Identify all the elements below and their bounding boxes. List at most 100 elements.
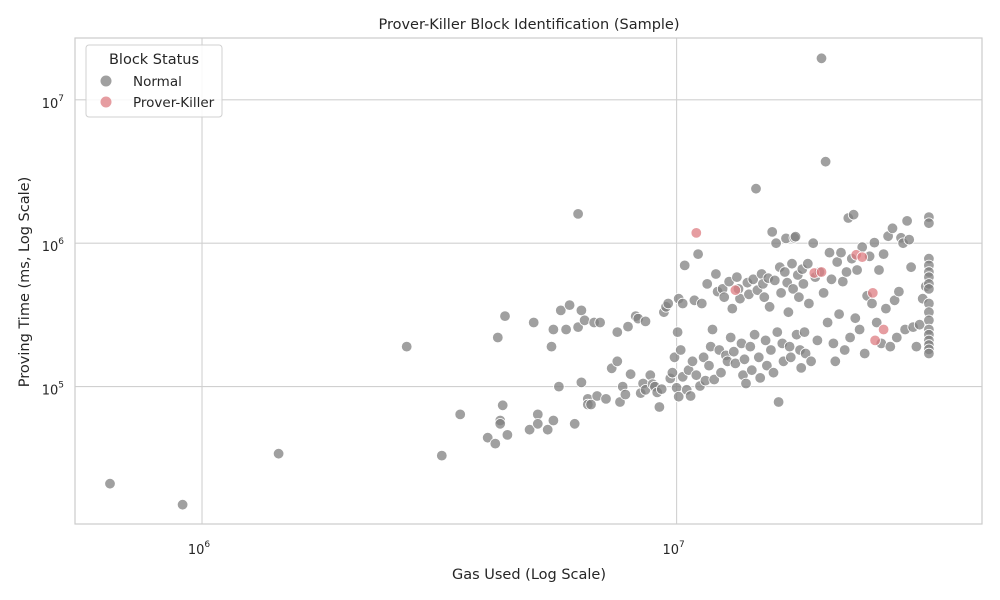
- data-point: [622, 320, 634, 333]
- data-point: [839, 344, 851, 356]
- data-point: [873, 264, 885, 276]
- chart-title: Prover-Killer Block Identification (Samp…: [378, 17, 679, 33]
- data-point: [884, 340, 897, 353]
- data-point: [686, 355, 699, 368]
- y-axis-label: Proving Time (ms, Log Scale): [17, 177, 33, 387]
- data-point: [696, 297, 708, 310]
- data-point: [803, 297, 815, 310]
- data-point: [726, 302, 739, 315]
- legend-label-prover-killer: Prover-Killer: [133, 95, 215, 111]
- data-point: [690, 369, 703, 381]
- legend: Block Status Normal Prover-Killer: [85, 44, 223, 118]
- data-point: [785, 351, 797, 364]
- data-point: [893, 285, 905, 298]
- data-point: [692, 248, 704, 260]
- data-point: [489, 437, 502, 450]
- plot-frame: [74, 37, 983, 525]
- data-point: [611, 355, 624, 368]
- data-point: [666, 367, 679, 379]
- data-point: [823, 246, 836, 259]
- legend-label-normal: Normal: [133, 74, 182, 90]
- data-point: [797, 278, 810, 290]
- data-point: [825, 273, 838, 286]
- data-point: [492, 331, 504, 344]
- data-point: [656, 383, 668, 395]
- data-point: [802, 258, 814, 270]
- data-point: [913, 319, 926, 331]
- data-point: [401, 340, 413, 353]
- data-point: [715, 367, 727, 379]
- data-point: [835, 246, 847, 259]
- data-point: [905, 261, 917, 273]
- data-point: [272, 448, 285, 460]
- legend-title: Block Status: [109, 52, 199, 68]
- data-point: [775, 287, 787, 299]
- data-point: [877, 248, 890, 260]
- data-point: [829, 355, 842, 368]
- data-point: [758, 291, 771, 303]
- data-point: [923, 217, 935, 229]
- data-point: [886, 222, 899, 235]
- data-point: [815, 266, 828, 278]
- data-point: [786, 258, 798, 270]
- data-point: [769, 274, 781, 287]
- data-point: [675, 344, 687, 356]
- data-point: [706, 323, 719, 336]
- data-point: [679, 259, 691, 272]
- data-point: [585, 398, 597, 411]
- grid-lines: [75, 38, 982, 524]
- data-point: [849, 312, 862, 324]
- tick-labels: 106 107 105 106 107: [42, 94, 685, 558]
- data-point: [798, 326, 811, 338]
- data-point: [523, 424, 536, 436]
- data-point: [668, 351, 681, 364]
- data-point: [847, 208, 860, 221]
- data-point: [807, 237, 819, 249]
- data-point: [748, 329, 761, 341]
- y-tick-label: 105: [42, 381, 64, 399]
- data-point: [783, 340, 796, 353]
- legend-box: [85, 44, 223, 118]
- data-point: [763, 301, 776, 313]
- data-point: [868, 236, 881, 249]
- data-point: [880, 302, 892, 315]
- data-point: [600, 393, 612, 405]
- data-point: [718, 291, 730, 303]
- data-point: [710, 268, 722, 280]
- x-axis-label: Gas Used (Log Scale): [452, 567, 606, 583]
- data-point: [547, 323, 560, 336]
- data-point: [851, 264, 863, 276]
- data-point: [738, 353, 751, 366]
- data-point: [639, 315, 652, 328]
- data-point: [759, 334, 772, 347]
- data-point: [497, 399, 509, 412]
- data-point: [619, 388, 632, 401]
- data-point: [553, 380, 565, 393]
- data-point: [923, 347, 935, 360]
- data-point: [787, 283, 799, 295]
- data-point: [494, 418, 506, 430]
- data-point: [499, 310, 511, 322]
- data-point: [662, 297, 674, 310]
- data-point: [684, 390, 697, 402]
- data-point: [754, 372, 766, 384]
- data-point: [771, 326, 784, 338]
- data-point: [782, 306, 795, 318]
- data-point: [176, 499, 189, 511]
- data-point: [827, 337, 840, 350]
- data-point: [840, 266, 853, 278]
- data-point: [594, 316, 606, 329]
- data-point: [877, 323, 890, 336]
- data-point: [528, 316, 540, 329]
- data-point: [575, 376, 588, 389]
- data-point: [729, 284, 742, 296]
- x-tick-label: 107: [662, 540, 684, 558]
- data-point: [624, 368, 637, 380]
- data-point: [677, 297, 689, 310]
- data-point: [853, 323, 866, 336]
- data-point: [750, 182, 762, 195]
- data-point: [104, 478, 116, 490]
- data-point: [563, 299, 576, 311]
- data-point: [560, 323, 572, 336]
- data-point: [747, 273, 759, 286]
